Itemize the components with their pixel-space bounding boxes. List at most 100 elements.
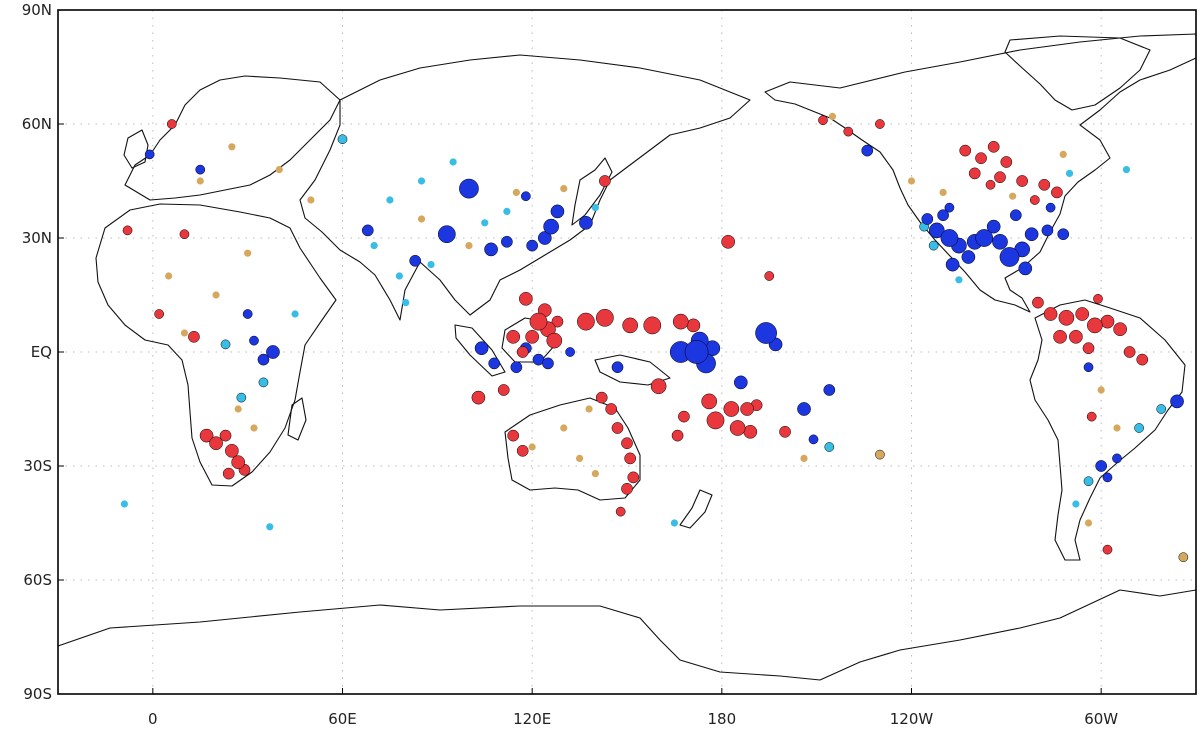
station-marker-strong-positive	[729, 420, 746, 436]
station-marker-weak-negative	[1065, 169, 1074, 177]
station-marker-weak-positive	[575, 454, 584, 462]
station-marker-strong-positive	[678, 410, 690, 423]
longitude-axis: 0 60E 120E 180 120W 60W	[148, 688, 1118, 728]
station-marker-weak-positive	[417, 215, 426, 223]
coastline-greenland	[1004, 35, 1151, 111]
station-marker-strong-positive	[875, 119, 885, 129]
station-marker-weak-positive	[196, 177, 204, 185]
station-marker-strong-positive	[231, 455, 246, 470]
station-marker-strong-negative	[940, 229, 959, 247]
station-marker-weak-negative	[591, 204, 599, 212]
station-marker-weak-positive	[165, 272, 173, 280]
station-marker-strong-positive	[650, 378, 667, 395]
station-marker-strong-negative	[992, 233, 1008, 250]
station-marker-strong-positive	[497, 384, 510, 396]
station-marker-strong-positive	[1000, 156, 1013, 168]
station-marker-strong-negative	[579, 215, 593, 230]
coastline-south-america	[1029, 299, 1186, 561]
station-marker-weak-positive	[591, 470, 599, 478]
station-marker-weak-negative	[824, 442, 835, 452]
station-marker-weak-positive	[212, 291, 220, 299]
station-marker-strong-negative	[437, 225, 456, 244]
station-marker-strong-positive	[1069, 329, 1083, 344]
station-marker-strong-negative	[249, 335, 259, 346]
station-marker-strong-positive	[721, 234, 736, 249]
station-marker-strong-negative	[999, 247, 1020, 267]
station-marker-strong-positive	[1093, 293, 1103, 304]
station-marker-strong-positive	[1051, 186, 1063, 199]
station-marker-strong-positive	[154, 309, 165, 319]
coastlines	[57, 33, 1197, 681]
station-marker-weak-positive	[585, 405, 593, 413]
station-marker-strong-positive	[1016, 175, 1028, 187]
station-marker-strong-positive	[209, 436, 223, 451]
station-marker-strong-positive	[706, 411, 725, 430]
station-marker-strong-positive	[987, 140, 1000, 153]
coastline-new-zealand	[679, 489, 713, 529]
station-marker-strong-positive	[1038, 178, 1051, 191]
station-marker-strong-negative	[1102, 472, 1113, 483]
station-marker-strong-negative	[510, 361, 523, 374]
lat-tick-label: 30S	[23, 457, 52, 475]
station-marker-strong-positive	[599, 175, 611, 187]
station-marker-weak-positive	[228, 143, 236, 151]
station-marker-weak-positive	[907, 177, 916, 185]
station-marker-strong-negative	[257, 353, 270, 366]
station-marker-strong-negative	[1170, 394, 1184, 409]
station-marker-weak-positive	[1113, 424, 1121, 432]
station-marker-strong-negative	[733, 375, 748, 390]
station-marker-strong-positive	[686, 318, 701, 333]
station-marker-strong-positive	[1102, 544, 1113, 555]
station-marker-weak-positive	[307, 196, 315, 204]
station-marker-strong-positive	[1123, 346, 1136, 358]
station-marker-strong-positive	[1086, 411, 1097, 422]
station-marker-strong-positive	[624, 452, 637, 465]
station-marker-strong-positive	[188, 330, 200, 343]
gridlines	[58, 10, 1196, 694]
coastline-africa	[95, 203, 337, 487]
coastline-borneo	[501, 317, 556, 363]
station-marker-strong-negative	[484, 242, 498, 257]
station-marker-strong-negative	[1024, 227, 1039, 242]
station-marker-strong-positive	[1029, 195, 1040, 205]
station-marker-strong-negative	[543, 218, 559, 235]
station-marker-strong-positive	[199, 428, 214, 443]
station-marker-strong-positive	[166, 119, 177, 129]
station-marker-strong-negative	[242, 309, 253, 319]
lon-tick-label: 60W	[1084, 710, 1118, 728]
station-marker-weak-negative	[266, 523, 274, 531]
station-marker-strong-positive	[672, 313, 689, 330]
station-marker-strong-negative	[1057, 228, 1070, 241]
station-marker-strong-positive	[516, 444, 529, 457]
lat-tick-label: 60S	[23, 571, 52, 589]
station-marker-strong-negative	[1009, 209, 1022, 222]
station-marker-strong-positive	[843, 126, 854, 137]
station-marker-weak-positive	[244, 249, 252, 257]
station-marker-strong-positive	[225, 443, 239, 458]
station-marker-strong-positive	[1053, 329, 1067, 344]
station-marker-weak-negative	[386, 196, 394, 204]
station-marker-weak-negative	[1156, 404, 1167, 414]
station-marker-weak-negative	[220, 339, 231, 350]
station-marker-strong-negative	[520, 191, 531, 202]
station-marker-weak-negative	[258, 377, 269, 388]
station-marker-strong-positive	[611, 422, 624, 434]
station-marker-strong-positive	[1082, 342, 1095, 355]
station-marker-strong-negative	[684, 340, 709, 364]
station-marker-weak-positive	[512, 188, 520, 196]
station-marker-strong-positive	[179, 229, 190, 240]
station-marker-weak-positive	[828, 112, 837, 120]
station-marker-strong-negative	[1041, 224, 1054, 237]
station-marker-strong-positive	[518, 291, 533, 306]
station-marker-weak-positive	[1009, 192, 1017, 200]
station-marker-weak-negative	[291, 310, 299, 318]
coastline-britain	[123, 129, 149, 169]
station-marker-strong-positive	[596, 308, 614, 327]
coastline-antarctica	[57, 589, 1197, 681]
station-marker-weak-positive	[1178, 552, 1189, 563]
station-marker-strong-positive	[1058, 309, 1075, 326]
station-marker-weak-negative	[449, 158, 457, 166]
station-marker-strong-negative	[921, 213, 934, 225]
station-marker-weak-positive	[465, 242, 473, 250]
station-marker-strong-positive	[525, 329, 540, 344]
